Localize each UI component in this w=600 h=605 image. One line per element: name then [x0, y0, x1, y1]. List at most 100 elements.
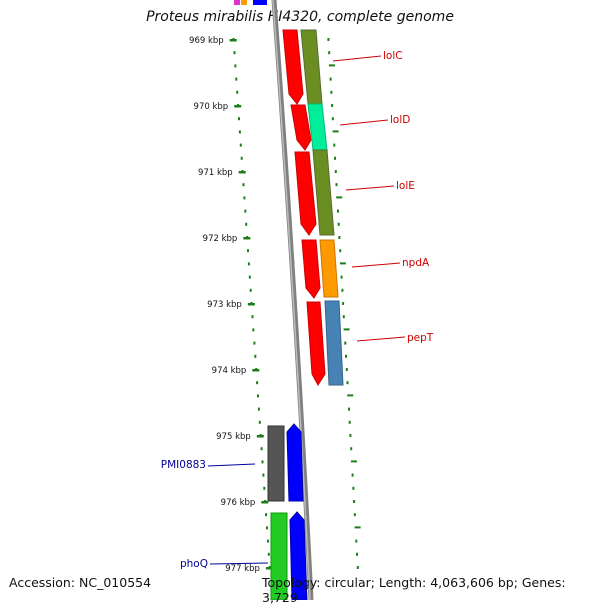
ruler-dot — [341, 288, 344, 292]
leader-pepT — [356, 336, 406, 342]
ruler-dot — [328, 51, 331, 55]
ruler-dot — [332, 130, 339, 133]
ruler-dot — [256, 381, 259, 385]
ruler-dot — [236, 90, 239, 94]
ruler-dot — [335, 183, 338, 187]
ruler-dot — [331, 104, 334, 107]
gene-label-phoQ[interactable]: phoQ — [180, 558, 208, 570]
partial-feature-magenta — [234, 0, 240, 5]
ruler-dot — [251, 315, 254, 319]
scale-tick — [261, 501, 269, 504]
scale-tick-label: 970 kbp — [194, 102, 229, 112]
scale-tick — [238, 171, 246, 174]
ruler-dot — [234, 64, 237, 68]
gene-pepT-arrow[interactable] — [306, 301, 326, 386]
cog-block-npdA — [319, 239, 339, 298]
ruler-dot — [239, 143, 242, 147]
ruler-dot — [356, 566, 359, 569]
ruler-dot — [349, 434, 352, 437]
ruler-dot — [263, 486, 266, 490]
scale-tick-label: 976 kbp — [221, 498, 256, 508]
scale-tick-label: 973 kbp — [207, 300, 242, 310]
gene-label-lolE[interactable]: lolE — [396, 180, 415, 192]
gene-label-lolD[interactable]: lolD — [390, 114, 410, 126]
cog-block-lolC — [300, 29, 323, 105]
ruler-dot — [247, 249, 249, 253]
gene-label-npdA[interactable]: npdA — [402, 257, 430, 269]
genome-backbone — [271, 0, 314, 600]
ruler-dot — [342, 315, 345, 319]
ruler-dot — [257, 394, 259, 398]
ruler-dot — [344, 341, 347, 345]
leader-lolE — [345, 185, 395, 191]
gene-PMI0883-arrow[interactable] — [286, 423, 304, 502]
cog-block-PMI0883 — [267, 425, 285, 502]
ruler-dot — [240, 156, 243, 160]
ruler-dot — [242, 183, 245, 187]
cog-block-lolD — [307, 103, 328, 151]
top-partial-features — [234, 0, 267, 5]
cog-block-pepT — [324, 300, 344, 386]
ruler-dot — [238, 117, 240, 121]
ruler-dot — [353, 513, 356, 517]
ruler-dot — [249, 288, 252, 292]
ruler-dot — [353, 500, 356, 503]
accession-text: Accession: NC_010554 — [9, 575, 152, 590]
gene-npdA-arrow[interactable] — [301, 239, 321, 299]
ruler-dot — [261, 460, 264, 464]
ruler-dot — [233, 51, 236, 55]
ruler-dot — [267, 552, 270, 556]
scale-tick-label: 974 kbp — [212, 366, 247, 376]
ruler-dot — [245, 222, 248, 226]
ruler-dot — [258, 420, 261, 424]
ruler-dot — [337, 222, 340, 226]
scale-tick — [252, 369, 260, 372]
gene-label-pepT[interactable]: pepT — [407, 332, 434, 344]
ruler-dot — [247, 262, 250, 266]
scale-tick-label: 971 kbp — [198, 168, 233, 178]
leader-lolD — [339, 119, 389, 126]
ruler-dot — [354, 526, 361, 529]
ruler-dot — [266, 526, 268, 530]
ruler-dot — [260, 447, 263, 451]
ruler-dot — [331, 117, 334, 121]
scale-tick — [243, 237, 251, 240]
gene-labels: lolC lolD lolE npdA pepT PMI0883 phoQ — [161, 50, 434, 570]
scale-tick-label: 972 kbp — [203, 234, 238, 244]
cds-forward-track — [282, 29, 326, 386]
ruler-dot — [347, 394, 354, 397]
ruler-dot — [338, 236, 341, 239]
ruler-dot — [346, 381, 349, 385]
cog-block-lolE — [312, 149, 335, 236]
gene-lolD-arrow[interactable] — [290, 104, 312, 151]
gene-label-lolC[interactable]: lolC — [383, 50, 403, 62]
ruler-dot — [257, 407, 260, 411]
ruler-dot — [345, 368, 348, 371]
scale-tick-label: 969 kbp — [189, 36, 224, 46]
gene-lolE-arrow[interactable] — [294, 151, 317, 236]
ruler-dot — [238, 130, 241, 134]
ruler-dot — [351, 473, 354, 477]
ruler-dot — [254, 354, 257, 358]
scale-ticks: 969 kbp 970 kbp 971 kbp 972 kbp 973 kbp 974 k… — [189, 36, 273, 574]
gene-phoQ-arrow[interactable] — [289, 511, 308, 600]
partial-feature-blue — [253, 0, 267, 5]
ruler-dot — [253, 341, 256, 345]
ruler-dot — [345, 354, 347, 358]
gene-lolC-arrow[interactable] — [282, 29, 304, 105]
ruler-dot — [355, 539, 358, 543]
ruler-dot — [248, 275, 251, 279]
ruler-outer-dots — [327, 38, 361, 569]
ruler-dot — [336, 196, 343, 199]
leader-phoQ — [209, 562, 269, 565]
ruler-dot — [339, 262, 346, 265]
ruler-dot — [343, 328, 350, 331]
genome-backbone-highlight — [272, 0, 311, 600]
scale-tick — [229, 39, 237, 42]
ruler-dot — [327, 38, 330, 41]
ruler-dot — [329, 77, 332, 81]
gene-label-PMI0883[interactable]: PMI0883 — [161, 459, 206, 471]
scale-tick — [247, 303, 255, 306]
ruler-dot — [337, 209, 339, 213]
